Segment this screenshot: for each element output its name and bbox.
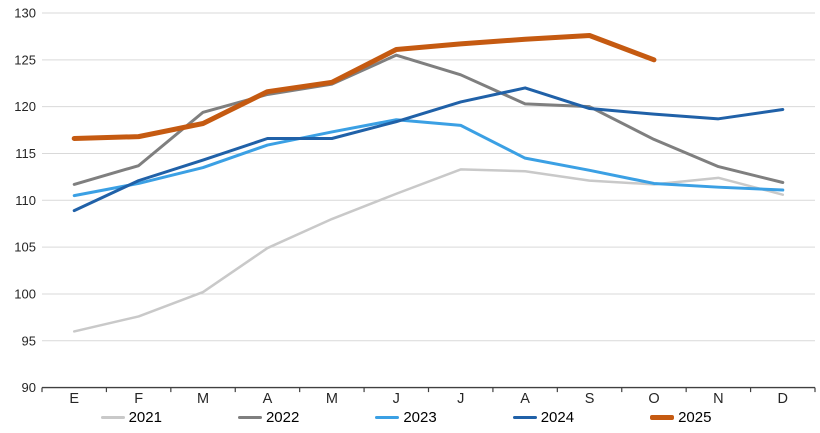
y-axis-tick-label: 90 [22, 380, 36, 395]
x-axis-tick-label: J [393, 391, 400, 404]
series-2023-line [72, 118, 785, 198]
y-axis-tick-label: 120 [14, 99, 36, 114]
x-axis-tick-label: J [457, 391, 464, 404]
price-index-line-chart: 90 95 100 105 110 115 120 125 130 E F M A M J J A S O N D [14, 6, 816, 407]
legend-label: 2025 [678, 409, 712, 426]
x-axis-tick-label: D [778, 391, 788, 404]
y-axis-tick-label: 115 [15, 146, 36, 161]
x-axis-tick-label: A [263, 391, 273, 404]
legend-line-sample [237, 416, 262, 419]
legend-item-2023: 2023 [375, 409, 437, 426]
legend-item-2021: 2021 [100, 409, 162, 426]
series-2021-line [72, 168, 785, 333]
legend-item-2022: 2022 [237, 409, 300, 426]
y-axis-tick-label: 100 [14, 286, 36, 301]
x-axis-tick-label: S [585, 391, 595, 404]
x-axis-tick-label: O [648, 391, 659, 404]
legend-label: 2024 [540, 409, 575, 426]
legend-label: 2021 [128, 409, 162, 426]
x-axis-tick-label: N [713, 391, 723, 404]
legend-line-sample [512, 416, 537, 419]
x-axis-tick-label: A [520, 391, 530, 404]
legend-line-sample [100, 416, 125, 419]
y-axis-tick-label: 110 [15, 193, 36, 208]
legend-label: 2023 [403, 409, 437, 426]
series-2022-line [72, 53, 785, 186]
series-2025-line [71, 32, 657, 141]
legend-line-sample [375, 416, 400, 419]
legend-item-2024: 2024 [512, 409, 575, 426]
x-axis-tick-label: M [197, 391, 209, 404]
legend-line-sample [650, 415, 675, 420]
chart-legend: 2021 2022 2023 2024 2025 [0, 404, 812, 431]
x-axis-tick-label: F [134, 391, 143, 404]
y-axis-tick-label: 95 [22, 333, 36, 348]
y-axis-tick-label: 125 [14, 52, 36, 67]
legend-item-2025: 2025 [650, 409, 711, 426]
x-axis-tick-label: M [326, 391, 338, 404]
y-axis-tick-label: 105 [14, 240, 36, 255]
y-axis-tick-label: 130 [14, 6, 36, 21]
legend-label: 2022 [265, 409, 300, 426]
series-2024-line [72, 86, 785, 213]
x-axis-tick-label: E [69, 391, 79, 404]
